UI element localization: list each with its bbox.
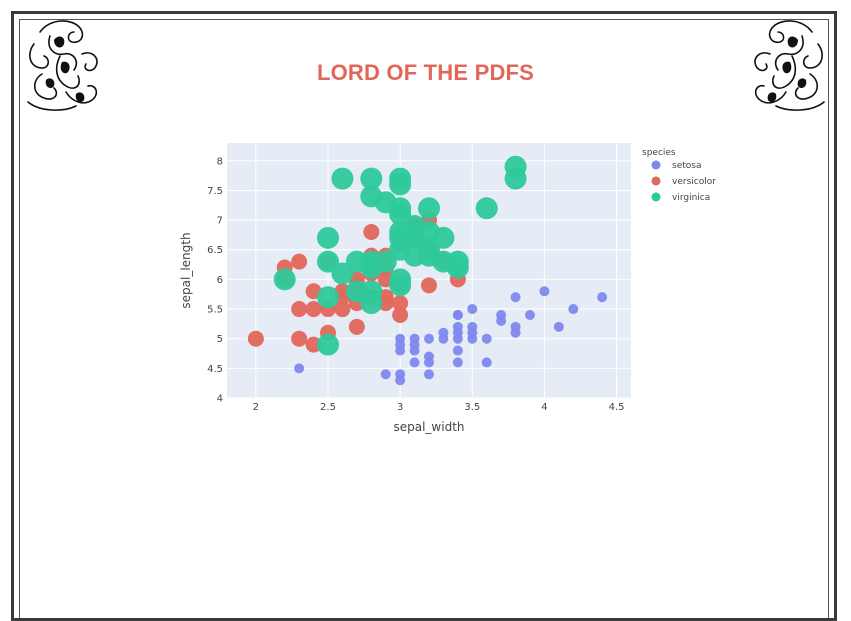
legend-label-setosa: setosa <box>672 161 701 171</box>
y-tick-label: 7 <box>217 216 223 227</box>
virginica-point <box>447 257 469 279</box>
versicolor-point <box>392 307 408 323</box>
setosa-point <box>381 369 391 379</box>
setosa-point <box>482 357 492 367</box>
setosa-point <box>568 304 578 314</box>
virginica-point <box>389 174 411 196</box>
y-axis-title: sepal_length <box>179 232 193 308</box>
virginica-point <box>389 197 411 219</box>
setosa-point <box>525 310 535 320</box>
setosa-point <box>424 369 434 379</box>
virginica-point <box>317 227 339 249</box>
virginica-point <box>505 156 527 178</box>
virginica-point <box>476 197 498 219</box>
setosa-point <box>453 322 463 332</box>
setosa-point <box>453 310 463 320</box>
setosa-point <box>294 363 304 373</box>
y-tick-label: 5.5 <box>207 305 223 316</box>
legend-marker-virginica <box>652 193 661 202</box>
legend: species setosa versicolor virginica <box>642 148 716 203</box>
versicolor-point <box>248 331 264 347</box>
setosa-point <box>438 328 448 338</box>
y-tick-label: 4 <box>217 394 223 405</box>
virginica-point <box>331 168 353 190</box>
setosa-point <box>395 340 405 350</box>
x-tick-label: 2.5 <box>320 402 336 413</box>
setosa-point <box>410 334 420 344</box>
x-tick-label: 4.5 <box>609 402 625 413</box>
setosa-point <box>410 357 420 367</box>
virginica-point <box>432 227 454 249</box>
y-tick-label: 7.5 <box>207 186 223 197</box>
setosa-point <box>424 334 434 344</box>
legend-title: species <box>642 148 676 158</box>
virginica-point <box>274 268 296 290</box>
virginica-point <box>317 334 339 356</box>
virginica-point <box>418 197 440 219</box>
setosa-point <box>511 292 521 302</box>
setosa-point <box>554 322 564 332</box>
setosa-point <box>597 292 607 302</box>
setosa-point <box>467 322 477 332</box>
virginica-point <box>389 274 411 296</box>
x-axis-title: sepal_width <box>393 420 464 434</box>
setosa-point <box>539 286 549 296</box>
y-axis-ticks: 4 4.5 5 5.5 6 6.5 7 7.5 8 <box>207 156 223 404</box>
setosa-point <box>424 357 434 367</box>
setosa-point <box>395 375 405 385</box>
legend-marker-setosa <box>652 161 661 170</box>
versicolor-point <box>291 301 307 317</box>
versicolor-point <box>363 224 379 240</box>
setosa-point <box>482 334 492 344</box>
setosa-point <box>496 310 506 320</box>
x-tick-label: 3 <box>397 402 403 413</box>
setosa-point <box>453 346 463 356</box>
y-tick-label: 6 <box>217 275 223 286</box>
setosa-point <box>453 357 463 367</box>
x-tick-label: 4 <box>541 402 547 413</box>
versicolor-point <box>291 331 307 347</box>
virginica-point <box>360 292 382 314</box>
x-axis-ticks: 2 2.5 3 3.5 4 4.5 <box>253 402 625 413</box>
x-tick-label: 2 <box>253 402 259 413</box>
y-tick-label: 4.5 <box>207 364 223 375</box>
setosa-point <box>467 304 477 314</box>
y-tick-label: 6.5 <box>207 245 223 256</box>
y-tick-label: 8 <box>217 156 223 167</box>
x-tick-label: 3.5 <box>464 402 480 413</box>
legend-label-virginica: virginica <box>672 193 710 203</box>
setosa-point <box>511 322 521 332</box>
versicolor-point <box>291 254 307 270</box>
y-tick-label: 5 <box>217 334 223 345</box>
versicolor-point <box>421 277 437 293</box>
versicolor-point <box>349 319 365 335</box>
legend-marker-versicolor <box>652 177 661 186</box>
virginica-point <box>317 286 339 308</box>
legend-label-versicolor: versicolor <box>672 177 716 187</box>
